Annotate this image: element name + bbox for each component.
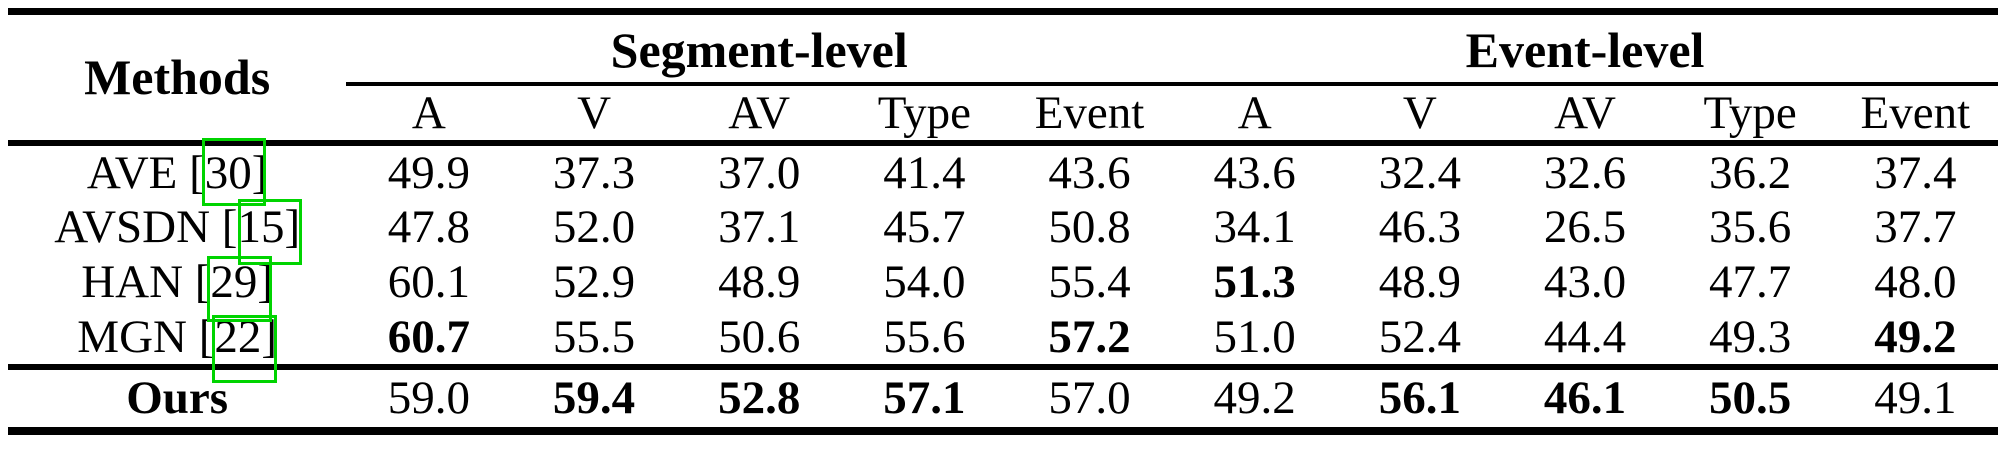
metric-value-cell: 37.0: [718, 146, 801, 199]
metric-value-cell: 57.0: [1006, 366, 1173, 435]
metric-value-cell: 37.7: [1874, 201, 1957, 253]
metric-value-cell: 56.1: [1337, 366, 1503, 435]
metric-value-cell: 52.4: [1337, 309, 1503, 370]
metric-value-cell: 35.6: [1709, 201, 1792, 253]
evt-col-type: Type: [1667, 83, 1833, 146]
table-row: HAN [29] 60.1 52.9 48.9 54.0 55.4 51.3 48.9 43.0…: [8, 255, 1998, 310]
metric-value-cell: 49.1: [1832, 366, 1998, 435]
metric-value-cell: 49.3: [1667, 309, 1833, 370]
methods-column-header: Methods: [8, 11, 347, 146]
metric-value-cell: 32.6: [1543, 146, 1627, 199]
evt-col-av: AV: [1502, 83, 1668, 146]
method-name-cell: AVE [30]: [86, 146, 268, 199]
metric-value-cell: 59.4: [511, 366, 677, 435]
table-row: AVE [30] 49.9 37.3 37.0 41.4 43.6 43.6 32.4 32.6…: [8, 143, 1998, 200]
table-row-ours: Ours 59.0 59.4 52.8 57.1 57.0 49.2 56.1 46.1 50.5…: [8, 366, 1998, 435]
metric-value-cell: 43.0: [1543, 256, 1627, 308]
metric-value-cell: 44.4: [1502, 309, 1668, 370]
metric-value-cell: 32.4: [1378, 146, 1461, 199]
metric-value-cell: 36.2: [1709, 146, 1792, 199]
seg-col-av: AV: [676, 83, 842, 146]
metric-value-cell: 26.5: [1543, 201, 1627, 253]
metric-value-cell: 60.7: [346, 309, 512, 370]
metric-value-cell: 52.9: [552, 256, 636, 308]
metric-value-cell: 51.3: [1213, 256, 1296, 308]
evt-col-event: Event: [1832, 83, 1998, 146]
metric-value-cell: 50.6: [676, 309, 842, 370]
metric-value-cell: 48.9: [718, 256, 801, 308]
method-name-cell: MGN [22]: [8, 309, 347, 370]
metric-value-cell: 49.2: [1832, 309, 1998, 370]
seg-col-type: Type: [841, 83, 1007, 146]
method-name-cell: AVSDN [15]: [54, 201, 301, 253]
evt-col-v: V: [1337, 83, 1503, 146]
citation-link-box[interactable]: [212, 315, 277, 383]
table-header: Methods Segment-level Event-level A V AV…: [8, 11, 1998, 146]
metric-value-cell: 57.2: [1006, 309, 1173, 370]
metric-value-cell: 47.8: [387, 201, 471, 253]
metric-value-cell: 57.1: [841, 366, 1007, 435]
metric-value-cell: 46.3: [1378, 201, 1461, 253]
metric-value-cell: 37.4: [1874, 146, 1957, 199]
group-header-event-level: Event-level: [1172, 11, 1998, 86]
metric-value-cell: 49.9: [387, 146, 471, 199]
metric-value-cell: 54.0: [883, 256, 966, 308]
table-body: AVE [30] 49.9 37.3 37.0 41.4 43.6 43.6 32.4 32.6…: [8, 143, 1998, 435]
metric-value-cell: 49.2: [1172, 366, 1338, 435]
metric-value-cell: 50.5: [1667, 366, 1833, 435]
method-name-cell: Ours: [8, 366, 347, 435]
metric-value-cell: 52.8: [676, 366, 842, 435]
metric-value-cell: 55.4: [1048, 256, 1131, 308]
citation-link-box[interactable]: [202, 138, 266, 206]
results-table: Methods Segment-level Event-level A V AV…: [8, 8, 1998, 435]
metric-value-cell: 50.8: [1048, 201, 1131, 253]
metric-value-cell: 37.1: [718, 201, 801, 253]
metric-value-cell: 52.0: [552, 201, 636, 253]
metric-value-cell: 45.7: [883, 201, 966, 253]
subcolumn-header-row: A V AV Type Event A V AV Type Event: [8, 83, 1998, 146]
evt-col-a: A: [1172, 83, 1338, 146]
table-row: AVSDN [15] 47.8 52.0 37.1 45.7 50.8 34.1 46.3 26…: [8, 200, 1998, 255]
metric-value-cell: 55.5: [511, 309, 677, 370]
metric-value-cell: 43.6: [1048, 146, 1131, 199]
metric-value-cell: 60.1: [387, 256, 471, 308]
metric-value-cell: 48.0: [1874, 256, 1957, 308]
metric-value-cell: 37.3: [552, 146, 636, 199]
metric-value-cell: 51.0: [1172, 309, 1338, 370]
seg-col-event: Event: [1006, 83, 1173, 146]
metric-value-cell: 48.9: [1378, 256, 1461, 308]
citation-link-box[interactable]: [207, 256, 272, 322]
metric-value-cell: 46.1: [1502, 366, 1668, 435]
metric-value-cell: 59.0: [346, 366, 512, 435]
metric-value-cell: 41.4: [883, 146, 966, 199]
metric-value-cell: 43.6: [1213, 146, 1296, 199]
metric-value-cell: 34.1: [1213, 201, 1296, 253]
seg-col-v: V: [511, 83, 677, 146]
seg-col-a: A: [346, 83, 512, 146]
group-header-segment-level: Segment-level: [346, 11, 1173, 86]
group-header-row: Methods Segment-level Event-level: [8, 11, 1998, 146]
metric-value-cell: 55.6: [841, 309, 1007, 370]
table-row: MGN [22] 60.7 55.5 50.6 55.6 57.2 51.0 52.4 44.4…: [8, 309, 1998, 370]
metric-value-cell: 47.7: [1709, 256, 1792, 308]
